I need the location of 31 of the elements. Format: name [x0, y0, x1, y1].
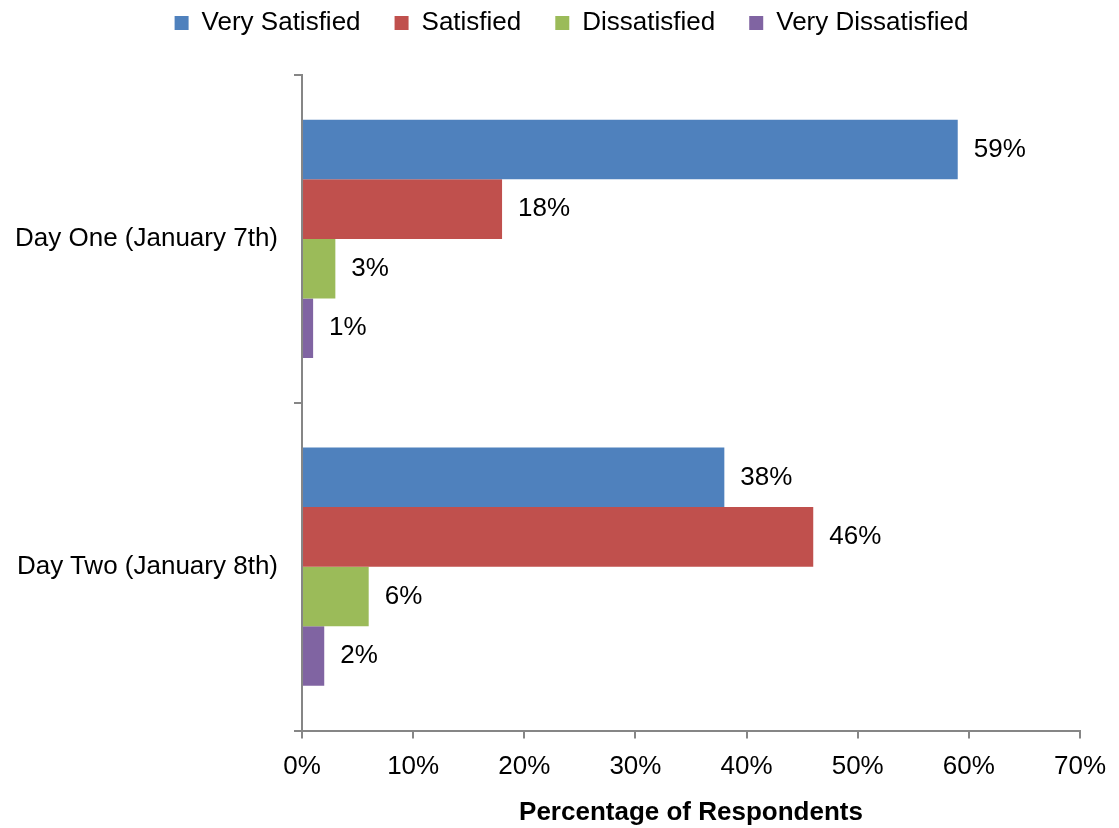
data-label: 38% [740, 460, 793, 491]
bar [303, 119, 958, 180]
data-label: 46% [829, 520, 882, 551]
bar [303, 298, 314, 359]
x-tick-label: 10% [387, 750, 440, 781]
legend-label: Very Satisfied [201, 6, 361, 37]
legend-label: Satisfied [421, 6, 522, 37]
data-label: 3% [351, 251, 389, 282]
x-tick-label: 60% [942, 750, 995, 781]
data-label: 18% [518, 192, 571, 223]
legend-label: Dissatisfied [582, 6, 716, 37]
x-tick-label: 0% [283, 750, 321, 781]
bar [303, 179, 503, 239]
data-label: 1% [329, 311, 367, 342]
x-tick-label: 20% [498, 750, 551, 781]
bar [303, 447, 725, 508]
y-tick-label: Day One (January 7th) [14, 222, 279, 253]
bar [303, 507, 814, 567]
y-tick-label: Day Two (January 8th) [16, 549, 279, 580]
x-tick-label: 30% [609, 750, 662, 781]
data-label: 6% [384, 579, 423, 610]
legend-label: Very Dissatisfied [776, 6, 969, 37]
x-tick-label: 50% [831, 750, 884, 781]
x-tick-label: 40% [720, 750, 773, 781]
bar [303, 566, 369, 627]
data-label: 2% [340, 639, 378, 670]
bar [303, 626, 325, 686]
x-axis-title: Percentage of Respondents [519, 795, 863, 826]
x-tick-label: 70% [1053, 750, 1106, 781]
data-label: 59% [973, 132, 1026, 163]
bar [303, 238, 336, 299]
